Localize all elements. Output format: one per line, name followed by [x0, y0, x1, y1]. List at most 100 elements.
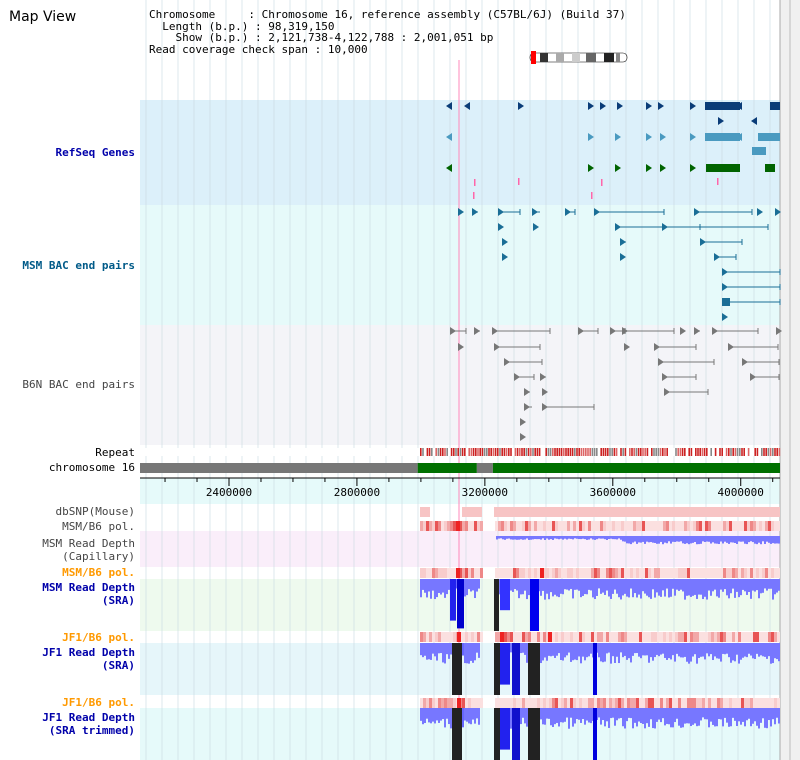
repeat-mark — [574, 448, 576, 456]
track-label-b6n-bac[interactable]: B6N BAC end pairs — [22, 378, 135, 391]
jf1-pol-2-cell — [516, 698, 519, 708]
jf1-depth-sra-bar — [658, 643, 660, 657]
jf1-depth-trim-bar — [550, 708, 552, 726]
track-label-refseq-genes[interactable]: RefSeq Genes — [55, 146, 135, 159]
jf1-depth-trim-bar — [420, 708, 422, 721]
msm-depth-sra-bar — [578, 579, 580, 591]
msm-depth-capillary-bar — [656, 536, 658, 544]
msm-depth-capillary-bar — [750, 536, 752, 542]
msm-pol-2-cell — [543, 568, 546, 578]
msm-depth-sra-bar — [440, 579, 442, 595]
msm-depth-sra-bar — [698, 579, 700, 595]
msm-pol-2-cell — [648, 568, 651, 578]
track-label-jf1-depth-sra[interactable]: JF1 Read Depth — [42, 646, 135, 659]
b6n-bac-pair-end — [514, 373, 520, 381]
jf1-depth-trim-bar — [704, 708, 706, 720]
msm-depth-capillary-bar — [774, 536, 776, 544]
jf1-depth-sra-bar — [758, 643, 760, 657]
gene-arrow — [770, 102, 776, 110]
msm-pol-1-cell — [645, 521, 648, 531]
msm-pol-1-cell — [711, 521, 714, 531]
jf1-pol-2-cell — [513, 698, 516, 708]
track-label-jf1-depth-trimmed[interactable]: JF1 Read Depth — [42, 711, 135, 724]
msm-depth-sra-bar — [464, 579, 466, 597]
msm-pol-1-cell — [633, 521, 636, 531]
msm-depth-capillary-bar — [644, 536, 646, 544]
msm-depth-sra-bar — [668, 579, 670, 598]
track-label-repeat[interactable]: Repeat — [95, 446, 135, 459]
msm-depth-capillary-bar — [522, 536, 524, 540]
msm-pol-2-cell — [438, 568, 441, 578]
repeat-mark — [721, 448, 723, 456]
jf1-depth-sra-bar — [696, 643, 698, 664]
track-label-jf1-b6-pol-2[interactable]: JF1/B6 pol. — [62, 696, 135, 709]
msm-pol-2-cell — [663, 568, 666, 578]
jf1-pol-1-cell — [594, 632, 597, 642]
jf1-depth-sra-bar-spike — [494, 643, 500, 695]
dbsnp-block — [420, 507, 430, 517]
msm-pol-1-cell — [516, 521, 519, 531]
track-label-msm-b6-pol-2[interactable]: MSM/B6 pol. — [62, 566, 135, 579]
msm-depth-sra-bar — [516, 579, 518, 591]
msm-depth-sra-bar — [640, 579, 642, 599]
jf1-depth-sra-bar — [566, 643, 568, 656]
repeat-mark — [635, 448, 638, 456]
msm-depth-sra-bar — [424, 579, 426, 593]
msm-pol-1-cell — [552, 521, 555, 531]
track-label-jf1-b6-pol-1[interactable]: JF1/B6 pol. — [62, 631, 135, 644]
jf1-pol-1-cell — [609, 632, 612, 642]
repeat-mark — [446, 448, 448, 456]
jf1-depth-sra-bar — [640, 643, 642, 659]
msm-depth-sra-bar — [556, 579, 558, 597]
jf1-depth-trim-bar — [566, 708, 568, 718]
track-label-msm-depth-sra[interactable]: MSM Read Depth — [42, 581, 135, 594]
msm-pol-2-cell — [477, 568, 480, 578]
jf1-depth-trim-bar — [608, 708, 610, 728]
repeat-mark — [743, 448, 745, 456]
msm-depth-sra-bar — [762, 579, 764, 593]
jf1-depth-sra-bar — [746, 643, 748, 658]
msm-bac-block — [722, 298, 730, 306]
repeat-mark — [653, 448, 655, 456]
jf1-pol-2-cell — [666, 698, 669, 708]
msm-pol-1-cell — [447, 521, 450, 531]
gene-arrow — [446, 164, 452, 172]
jf1-depth-trim-bar — [426, 708, 428, 719]
msm-pol-1-cell — [513, 521, 516, 531]
jf1-depth-trim-bar — [628, 708, 630, 718]
track-label-msm-depth-capillary[interactable]: MSM Read Depth — [42, 537, 135, 550]
track-label-msm-b6-pol-1[interactable]: MSM/B6 pol. — [62, 520, 135, 533]
track-label-dbsnp[interactable]: dbSNP(Mouse) — [55, 505, 135, 518]
msm-depth-capillary-bar — [730, 536, 732, 543]
jf1-depth-sra-bar — [656, 643, 658, 655]
jf1-pol-1-cell — [765, 632, 768, 642]
repeat-mark — [519, 448, 521, 456]
jf1-depth-trim-bar — [600, 708, 602, 725]
jf1-depth-trim-bar — [626, 708, 628, 722]
axis-track-bg — [140, 478, 780, 504]
msm-pol-2-cell — [636, 568, 639, 578]
jf1-pol-2-cell — [474, 698, 477, 708]
msm-pol-1-cell — [669, 521, 672, 531]
msm-bac-pair-end — [714, 253, 720, 261]
repeat-mark — [776, 448, 778, 456]
msm-depth-sra-bar — [514, 579, 516, 590]
jf1-depth-trim-bar — [772, 708, 774, 720]
msm-pol-1-cell — [438, 521, 441, 531]
jf1-pol-1-cell — [744, 632, 747, 642]
track-label-chromosome[interactable]: chromosome 16 — [48, 461, 135, 474]
jf1-pol-2-cell — [639, 698, 642, 708]
jf1-depth-sra-bar — [586, 643, 588, 658]
msm-depth-sra-bar — [570, 579, 572, 589]
msm-pol-2-cell — [702, 568, 705, 578]
jf1-depth-trim-bar — [710, 708, 712, 722]
msm-depth-sra-bar — [756, 579, 758, 591]
repeat-mark — [486, 448, 488, 456]
msm-depth-capillary-bar — [544, 536, 546, 541]
jf1-depth-sra-bar — [582, 643, 584, 657]
msm-depth-capillary-bar — [664, 536, 666, 543]
repeat-mark — [558, 448, 561, 456]
repeat-mark — [778, 448, 781, 456]
track-label-msm-bac[interactable]: MSM BAC end pairs — [22, 259, 135, 272]
